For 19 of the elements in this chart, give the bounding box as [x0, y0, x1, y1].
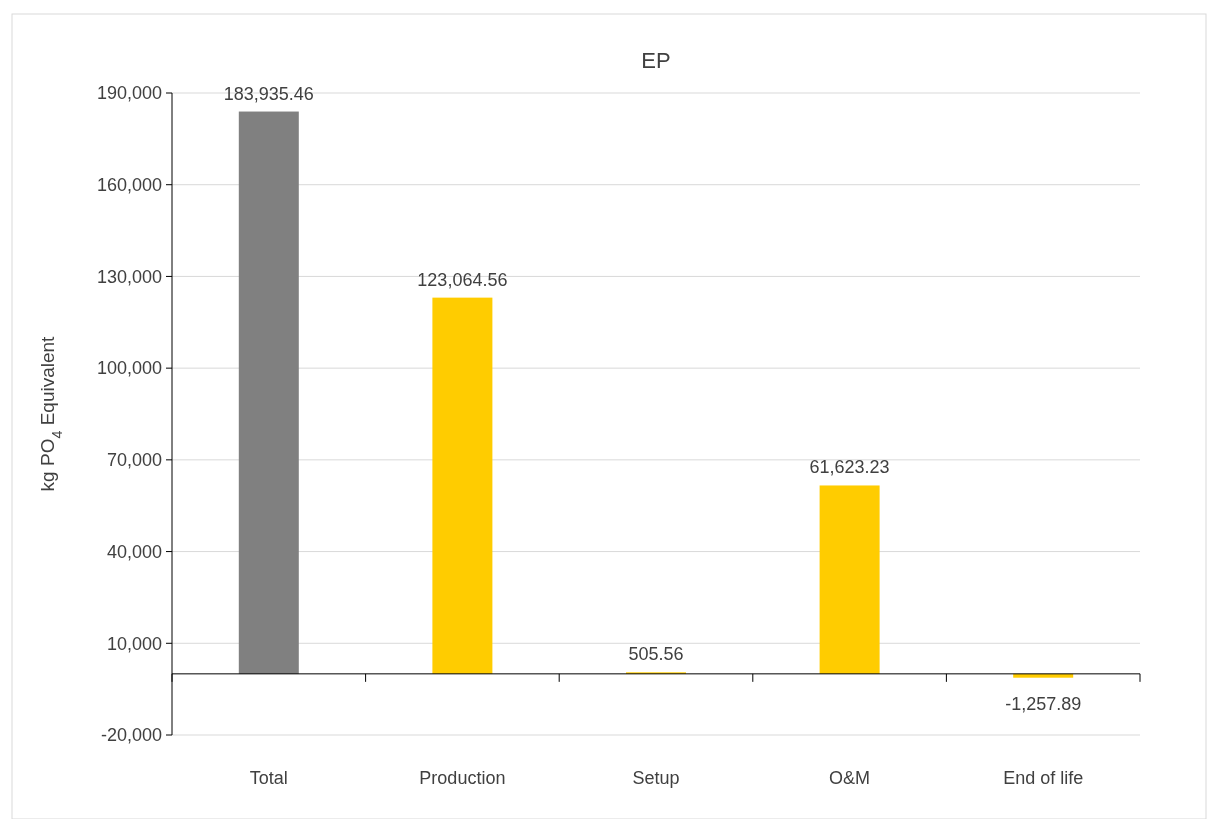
x-tick-label: Setup — [632, 768, 680, 788]
x-tick-label: Total — [249, 768, 288, 788]
y-tick-label: -20,000 — [100, 725, 162, 746]
data-label: 123,064.56 — [417, 269, 508, 290]
data-label: 183,935.46 — [223, 83, 314, 104]
y-tick-label: 130,000 — [96, 266, 162, 287]
y-tick-label: 10,000 — [106, 633, 162, 654]
y-tick-label: 70,000 — [106, 450, 162, 471]
x-tick-label: End of life — [1003, 768, 1084, 788]
y-tick-label: 100,000 — [96, 358, 162, 379]
chart-title: EP — [641, 48, 671, 73]
y-tick-label: 40,000 — [106, 541, 162, 562]
x-tick-label: O&M — [829, 768, 871, 788]
x-tick-label: Production — [419, 768, 506, 788]
data-label: 61,623.23 — [809, 457, 890, 478]
data-label: -1,257.89 — [1005, 693, 1082, 714]
data-label: 505.56 — [628, 644, 684, 665]
y-tick-label: 190,000 — [96, 83, 162, 104]
y-tick-label: 160,000 — [96, 175, 162, 196]
